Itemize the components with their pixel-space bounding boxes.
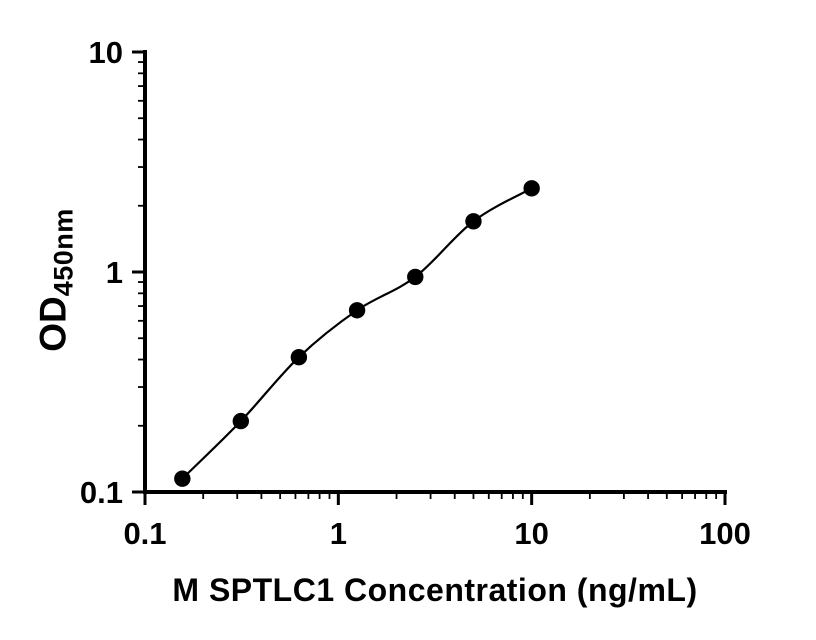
x-axis-title: M SPTLC1 Concentration (ng/mL) — [172, 572, 698, 608]
data-point — [348, 302, 366, 319]
y-tick-label: 0.1 — [80, 475, 123, 510]
y-tick-label: 10 — [89, 35, 123, 70]
y-axis-title: OD450nm — [33, 208, 80, 352]
y-axis-title-subscript: 450nm — [48, 208, 79, 297]
y-tick-label: 1 — [106, 255, 123, 290]
y-axis-title-main: OD — [32, 296, 74, 352]
data-point — [465, 213, 482, 230]
x-tick-label: 0.1 — [123, 516, 166, 551]
data-point — [174, 470, 191, 487]
x-tick-label: 1 — [330, 516, 347, 551]
axes — [143, 50, 727, 494]
x-tick-label: 10 — [514, 516, 548, 551]
data-point — [290, 348, 308, 366]
x-tick-label: 100 — [699, 516, 751, 551]
data-point — [232, 412, 250, 430]
standard-curve-line — [181, 187, 533, 480]
data-point — [523, 180, 540, 197]
data-point — [407, 268, 424, 286]
